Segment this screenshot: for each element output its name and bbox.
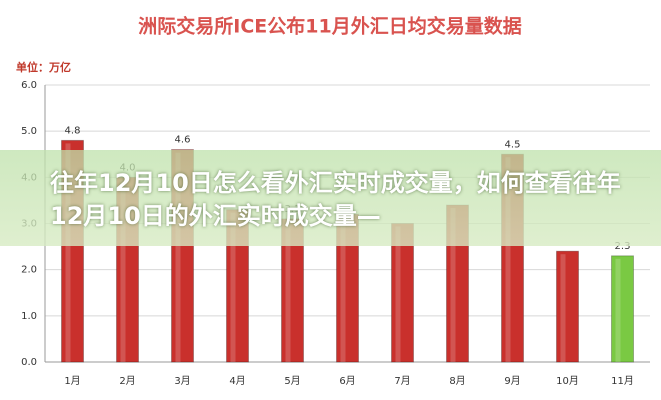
y-tick-label: 5.0 — [21, 126, 37, 137]
unit-label: 单位：万亿 — [16, 60, 71, 74]
chart-title: 洲际交易所ICE公布11月外汇日均交易量数据 — [138, 15, 521, 38]
bar-highlight — [340, 217, 346, 362]
x-tick-label: 8月 — [449, 375, 465, 387]
bar — [556, 250, 579, 363]
y-tick-label: 1.0 — [21, 311, 37, 322]
y-tick-label: 6.0 — [21, 80, 37, 91]
bar-highlight — [450, 208, 456, 362]
value-label: 2.3 — [615, 241, 631, 252]
bar-highlight — [65, 143, 71, 362]
x-tick-label: 11月 — [611, 375, 634, 387]
x-tick-label: 5月 — [284, 375, 300, 387]
x-tick-label: 6月 — [339, 375, 355, 387]
value-label: 4.5 — [505, 139, 521, 150]
x-tick-label: 2月 — [119, 375, 135, 387]
x-tick-label: 1月 — [64, 375, 80, 387]
x-tick-label: 3月 — [174, 375, 190, 387]
x-tick-label: 9月 — [504, 375, 520, 387]
y-tick-label: 0.0 — [21, 357, 37, 368]
x-tick-label: 10月 — [556, 375, 579, 387]
bar-highlight — [230, 212, 236, 362]
bar — [611, 255, 634, 363]
banner — [0, 150, 661, 246]
x-tick-label: 4月 — [229, 375, 245, 387]
value-label: 4.6 — [175, 135, 191, 146]
x-tick-label: 7月 — [394, 375, 410, 387]
bar-highlight — [120, 180, 126, 362]
y-tick-label: 2.0 — [21, 265, 37, 276]
bar-highlight — [175, 152, 181, 362]
overlay-headline: 往年12月10日怎么看外汇实时成交量，如何查看往年12月10日的外汇实时成交量— — [50, 169, 621, 230]
bar-highlight — [505, 157, 511, 362]
bar-highlight — [560, 254, 566, 362]
bar-highlight — [615, 258, 621, 362]
bar-highlight — [285, 221, 291, 362]
bar-highlight — [395, 226, 401, 362]
value-label: 4.8 — [65, 125, 81, 136]
